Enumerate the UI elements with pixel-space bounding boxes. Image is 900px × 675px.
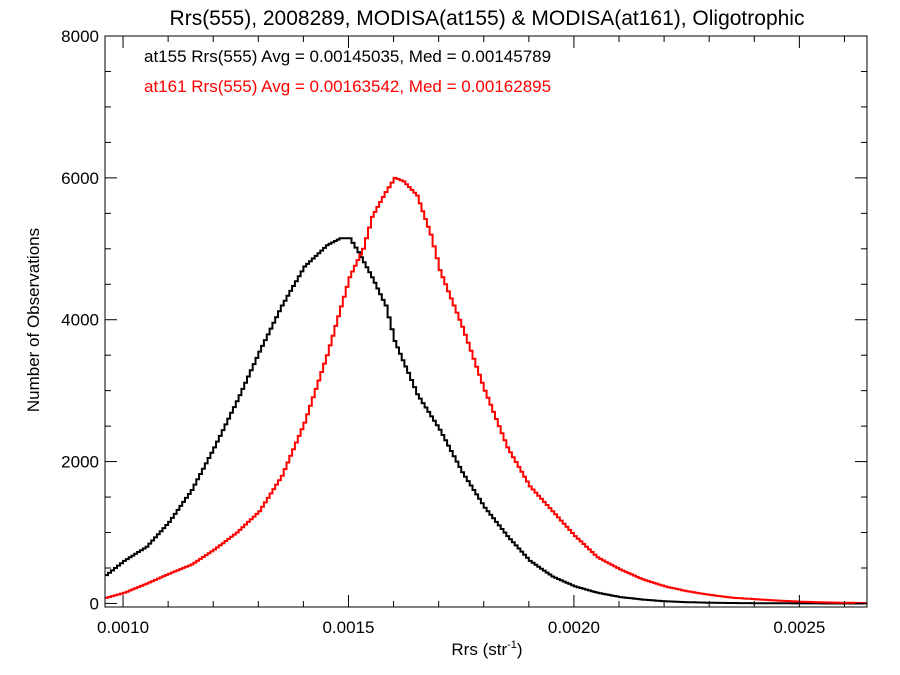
series-line-2 (105, 176, 867, 605)
y-tick-label: 8000 (61, 27, 99, 46)
y-tick-label: 0 (90, 594, 99, 613)
y-tick-label: 4000 (61, 311, 99, 330)
x-axis-label: Rrs (str-1) (451, 639, 522, 659)
series-layer (105, 176, 867, 605)
plot-frame (104, 35, 868, 608)
x-axis-label-superscript: -1 (507, 639, 517, 651)
legend: at155 Rrs(555) Avg = 0.00145035, Med = 0… (144, 47, 551, 96)
x-axis-label-text: Rrs (str (451, 640, 507, 659)
series-line-1 (105, 237, 867, 605)
x-tick-label: 0.0010 (97, 618, 149, 637)
x-tick-label: 0.0020 (548, 618, 600, 637)
y-tick-label: 6000 (61, 169, 99, 188)
x-tick-label: 0.0025 (773, 618, 825, 637)
chart-title: Rrs(555), 2008289, MODISA(at155) & MODIS… (170, 7, 805, 30)
x-tick-label: 0.0015 (322, 618, 374, 637)
y-axis-label: Number of Observations (24, 228, 43, 412)
y-tick-label: 2000 (61, 453, 99, 472)
legend-entry-2: at161 Rrs(555) Avg = 0.00163542, Med = 0… (144, 77, 551, 96)
x-axis-label-end: ) (517, 640, 523, 659)
legend-entry-1: at155 Rrs(555) Avg = 0.00145035, Med = 0… (144, 47, 551, 66)
axes-layer: 0.0010 0.0015 0.0020 0.0025 0 2000 4000 6000 800… (61, 27, 867, 637)
